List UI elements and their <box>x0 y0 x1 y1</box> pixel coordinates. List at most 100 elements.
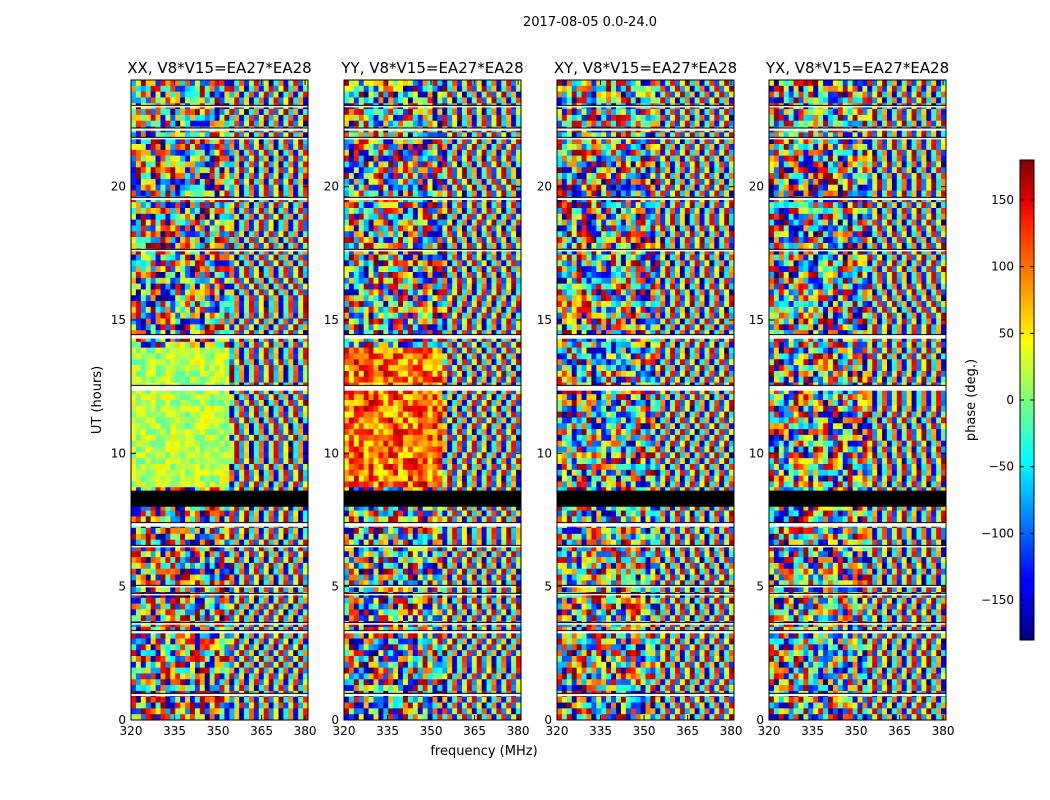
phase-cell <box>496 231 501 237</box>
phase-cell <box>249 301 254 307</box>
phase-cell <box>220 615 225 621</box>
phase-cell <box>462 150 467 156</box>
phase-cell <box>151 243 156 249</box>
phase-cell <box>279 639 284 645</box>
phase-cell <box>229 324 234 330</box>
figure-title: 2017-08-05 0.0-24.0 <box>523 15 657 30</box>
phase-cell <box>249 260 254 266</box>
phase-cell <box>279 319 284 325</box>
phase-cell <box>131 97 136 103</box>
phase-cell <box>161 260 166 266</box>
phase-cell <box>185 121 190 127</box>
phase-cell <box>477 121 482 127</box>
phase-cell <box>195 575 200 581</box>
phase-cell <box>482 121 487 127</box>
phase-cell <box>156 394 161 400</box>
phase-cell <box>210 708 215 714</box>
phase-cell <box>175 569 180 575</box>
phase-cell <box>220 301 225 307</box>
phase-cell <box>239 417 244 423</box>
phase-cell <box>200 179 205 185</box>
phase-cell <box>254 598 259 604</box>
phase-cell <box>364 220 369 226</box>
phase-cell <box>511 86 516 92</box>
phase-cell <box>161 307 166 313</box>
phase-cell <box>283 313 288 319</box>
phase-cell <box>274 406 279 412</box>
phase-cell <box>151 80 156 86</box>
phase-cell <box>151 400 156 406</box>
phase-cell <box>151 115 156 121</box>
phase-cell <box>175 679 180 685</box>
phase-cell <box>156 563 161 569</box>
phase-cell <box>229 150 234 156</box>
phase-cell <box>190 511 195 517</box>
phase-cell <box>200 214 205 220</box>
phase-cell <box>487 150 492 156</box>
phase-cell <box>229 208 234 214</box>
phase-cell <box>344 167 349 173</box>
phase-cell <box>288 161 293 167</box>
phase-cell <box>369 208 374 214</box>
phase-cell <box>210 697 215 703</box>
phase-cell <box>220 441 225 447</box>
phase-cell <box>136 80 141 86</box>
phase-cell <box>141 191 146 197</box>
phase-cell <box>259 348 264 354</box>
phase-cell <box>408 86 413 92</box>
phase-cell <box>136 237 141 243</box>
phase-cell <box>165 394 170 400</box>
phase-cell <box>418 156 423 162</box>
phase-cell <box>146 295 151 301</box>
phase-cell <box>210 97 215 103</box>
phase-cell <box>472 109 477 115</box>
phase-cell <box>229 255 234 261</box>
phase-cell <box>220 231 225 237</box>
phase-cell <box>378 144 383 150</box>
phase-cell <box>190 161 195 167</box>
phase-cell <box>210 231 215 237</box>
phase-cell <box>141 633 146 639</box>
phase-cell <box>264 167 269 173</box>
phase-cell <box>487 156 492 162</box>
phase-cell <box>244 639 249 645</box>
phase-cell <box>298 673 303 679</box>
phase-cell <box>274 569 279 575</box>
phase-cell <box>151 295 156 301</box>
phase-cell <box>156 86 161 92</box>
phase-cell <box>279 173 284 179</box>
phase-cell <box>274 307 279 313</box>
phase-cell <box>482 220 487 226</box>
phase-cell <box>215 458 220 464</box>
phase-cell <box>185 703 190 709</box>
phase-cell <box>185 150 190 156</box>
phase-cell <box>185 452 190 458</box>
phase-cell <box>269 109 274 115</box>
phase-cell <box>506 185 511 191</box>
phase-cell <box>393 144 398 150</box>
phase-cell <box>264 353 269 359</box>
phase-cell <box>293 551 298 557</box>
phase-cell <box>279 551 284 557</box>
phase-cell <box>364 202 369 208</box>
phase-cell <box>482 115 487 121</box>
phase-cell <box>244 371 249 377</box>
phase-cell <box>239 534 244 540</box>
phase-cell <box>259 86 264 92</box>
phase-cell <box>185 179 190 185</box>
phase-cell <box>180 534 185 540</box>
phase-cell <box>482 225 487 231</box>
phase-cell <box>220 429 225 435</box>
phase-cell <box>259 423 264 429</box>
phase-cell <box>244 575 249 581</box>
phase-cell <box>156 208 161 214</box>
phase-cell <box>220 639 225 645</box>
phase-cell <box>151 714 156 720</box>
phase-cell <box>190 668 195 674</box>
phase-cell <box>239 447 244 453</box>
phase-cell <box>467 173 472 179</box>
phase-cell <box>205 92 210 98</box>
phase-cell <box>141 673 146 679</box>
phase-cell <box>131 237 136 243</box>
phase-cell <box>234 121 239 127</box>
